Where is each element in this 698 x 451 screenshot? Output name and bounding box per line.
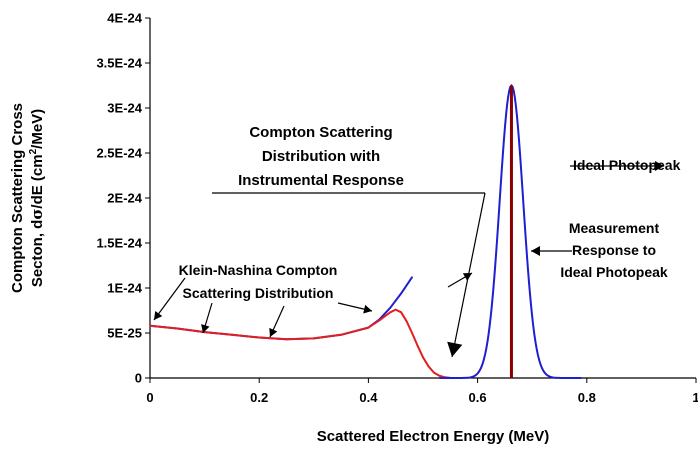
series-point-1 (416, 344, 419, 347)
annotation-kn-arrow-1-head (154, 310, 163, 320)
series-layer (149, 83, 582, 379)
axes-layer (145, 17, 697, 383)
series-point-1 (427, 365, 430, 368)
annotation-ideal-photopeak-arrow-head (655, 161, 664, 171)
annotation-measurement-response: Ideal Photopeak (560, 264, 668, 280)
y-tick-label: 2E-24 (107, 191, 142, 206)
y-tick-label: 2.5E-24 (96, 146, 142, 161)
series-point-1 (176, 327, 179, 330)
y-tick-label: 1E-24 (107, 281, 142, 296)
y-tick-label: 4E-24 (107, 11, 142, 26)
series-point-1 (340, 334, 342, 336)
annotation-klein-nishina: Scattering Distribution (183, 285, 334, 301)
y-tick-label: 1.5E-24 (96, 236, 142, 251)
annotations-layer: Compton Scattering Distribution with Instr… (153, 124, 681, 358)
annotation-ideal-photopeak: Ideal Photopeak (573, 157, 681, 173)
y-axis-title-part: /dE (cm (29, 154, 46, 208)
series-point-1 (313, 337, 315, 340)
series-point-0 (400, 292, 402, 295)
y-axis-title-line-1: Compton Scattering Cross (9, 103, 26, 293)
y-tick-label: 3.5E-24 (96, 56, 142, 71)
annotation-kn-arrow-3-head (269, 327, 278, 337)
series-point-1 (422, 356, 424, 359)
annotation-instrumental-response: Instrumental Response (238, 172, 404, 189)
annotation-measurement-response: Response to (572, 242, 656, 258)
series-point-0 (389, 307, 392, 309)
series-line-1 (149, 308, 456, 379)
tick-labels-layer: 0 5E-25 1E-24 1.5E-24 2E-24 2.5E-24 3E-24 3.5E-… (96, 11, 698, 406)
y-axis-title-superscript: 2 (28, 148, 39, 154)
annotation-kn-arrow-5-head (462, 273, 472, 281)
annotation-instrumental-response: Distribution with (262, 148, 380, 165)
series-point-1 (378, 319, 381, 322)
x-tick-label: 0.6 (469, 390, 487, 405)
series-point-1 (231, 334, 233, 336)
series-point-1 (405, 320, 408, 323)
series-point-1 (285, 338, 288, 341)
series-point-1 (389, 311, 392, 314)
annotation-measurement-arrow-head (531, 246, 540, 256)
annotation-measurement-response: Measurement (569, 220, 660, 236)
series-point-1 (400, 311, 402, 314)
series-point-1 (438, 374, 441, 377)
y-tick-label: 3E-24 (107, 101, 142, 116)
y-tick-label: 0 (135, 371, 142, 386)
y-axis-title-part: /MeV) (29, 109, 46, 149)
annotation-kn-arrow-4-head (363, 304, 372, 314)
x-tick-label: 0.2 (250, 390, 268, 405)
annotation-kn-arrow-1 (153, 277, 186, 321)
x-tick-label: 1 (692, 390, 698, 405)
x-tick-label: 0.8 (578, 390, 596, 405)
annotation-kn-arrow-2-head (201, 324, 210, 333)
y-axis-title-line-2: Secton, dσ/dE (cm2/MeV) (28, 109, 46, 287)
annotation-instrumental-arrow-head (447, 341, 463, 357)
series-point-1 (411, 332, 413, 334)
x-tick-label: 0.4 (359, 390, 378, 405)
series-point-1 (258, 336, 261, 339)
annotation-klein-nishina: Klein-Nashina Compton (179, 262, 338, 278)
series-point-1 (433, 371, 435, 374)
series-point-0 (411, 276, 413, 279)
annotation-instrumental-response: Compton Scattering (249, 124, 392, 141)
y-axis-title-part: Secton, d (29, 220, 46, 288)
series-point-1 (394, 308, 397, 311)
y-tick-label: 5E-25 (107, 326, 142, 341)
series-point-1 (149, 325, 151, 327)
y-axis-title-sigma: σ (28, 209, 46, 220)
x-tick-label: 0 (146, 390, 153, 405)
series-point-1 (367, 326, 370, 329)
x-axis-title: Scattered Electron Energy (MeV) (317, 428, 550, 445)
